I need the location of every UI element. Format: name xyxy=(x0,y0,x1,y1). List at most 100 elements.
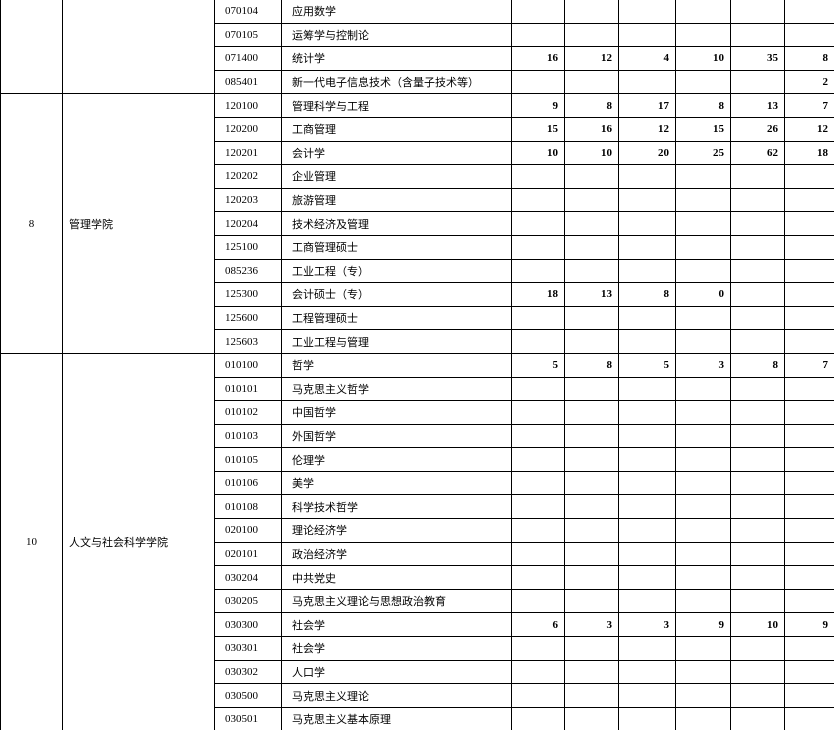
major-code: 020100 xyxy=(215,519,282,543)
major-code: 010100 xyxy=(215,353,282,377)
value-cell xyxy=(565,188,619,212)
value-cell xyxy=(565,330,619,354)
value-cell xyxy=(565,401,619,425)
value-cell xyxy=(512,637,565,661)
value-cell xyxy=(512,471,565,495)
value-cell xyxy=(512,542,565,566)
value-cell: 62 xyxy=(731,141,785,165)
value-cell xyxy=(619,70,676,94)
value-cell xyxy=(676,660,731,684)
value-cell xyxy=(785,542,834,566)
value-cell xyxy=(731,424,785,448)
major-code: 030302 xyxy=(215,660,282,684)
value-cell xyxy=(565,0,619,23)
value-cell xyxy=(785,212,834,236)
value-cell xyxy=(512,165,565,189)
value-cell xyxy=(676,684,731,708)
major-name: 企业管理 xyxy=(282,165,512,189)
dept-index: 8 xyxy=(1,94,63,354)
major-code: 085401 xyxy=(215,70,282,94)
value-cell xyxy=(731,637,785,661)
value-cell xyxy=(619,235,676,259)
value-cell xyxy=(731,401,785,425)
major-code: 030205 xyxy=(215,589,282,613)
value-cell: 26 xyxy=(731,117,785,141)
value-cell xyxy=(619,424,676,448)
value-cell xyxy=(565,70,619,94)
value-cell xyxy=(785,637,834,661)
value-cell: 3 xyxy=(619,613,676,637)
value-cell xyxy=(565,471,619,495)
value-cell xyxy=(619,542,676,566)
value-cell xyxy=(731,377,785,401)
value-cell xyxy=(512,330,565,354)
data-table: 070104应用数学070105运筹学与控制论071400统计学16124103… xyxy=(0,0,834,730)
value-cell xyxy=(619,589,676,613)
value-cell xyxy=(619,495,676,519)
value-cell xyxy=(676,448,731,472)
major-name: 技术经济及管理 xyxy=(282,212,512,236)
major-name: 运筹学与控制论 xyxy=(282,23,512,47)
value-cell xyxy=(619,401,676,425)
value-cell xyxy=(619,259,676,283)
value-cell: 20 xyxy=(619,141,676,165)
major-name: 中共党史 xyxy=(282,566,512,590)
value-cell xyxy=(565,495,619,519)
value-cell xyxy=(512,684,565,708)
value-cell xyxy=(785,306,834,330)
major-name: 外国哲学 xyxy=(282,424,512,448)
value-cell: 13 xyxy=(731,94,785,118)
major-name: 会计学 xyxy=(282,141,512,165)
value-cell xyxy=(785,519,834,543)
value-cell: 4 xyxy=(619,47,676,71)
value-cell: 5 xyxy=(512,353,565,377)
value-cell xyxy=(676,495,731,519)
value-cell xyxy=(731,23,785,47)
value-cell xyxy=(676,377,731,401)
value-cell xyxy=(785,165,834,189)
value-cell xyxy=(619,0,676,23)
value-cell xyxy=(676,235,731,259)
value-cell xyxy=(512,448,565,472)
value-cell xyxy=(619,377,676,401)
value-cell xyxy=(676,165,731,189)
value-cell xyxy=(512,70,565,94)
value-cell: 8 xyxy=(619,283,676,307)
major-name: 工程管理硕士 xyxy=(282,306,512,330)
major-name: 马克思主义理论与思想政治教育 xyxy=(282,589,512,613)
value-cell: 12 xyxy=(785,117,834,141)
table-row: 8管理学院120100管理科学与工程98178137 xyxy=(1,94,834,118)
major-name: 新一代电子信息技术（含量子技术等） xyxy=(282,70,512,94)
value-cell xyxy=(512,377,565,401)
major-code: 120204 xyxy=(215,212,282,236)
major-name: 马克思主义理论 xyxy=(282,684,512,708)
value-cell xyxy=(619,306,676,330)
value-cell: 10 xyxy=(676,47,731,71)
value-cell: 7 xyxy=(785,353,834,377)
value-cell xyxy=(785,330,834,354)
value-cell: 17 xyxy=(619,94,676,118)
major-code: 010105 xyxy=(215,448,282,472)
major-name: 理论经济学 xyxy=(282,519,512,543)
value-cell: 5 xyxy=(619,353,676,377)
value-cell xyxy=(512,212,565,236)
major-name: 会计硕士（专） xyxy=(282,283,512,307)
value-cell xyxy=(565,259,619,283)
value-cell: 10 xyxy=(512,141,565,165)
major-code: 010106 xyxy=(215,471,282,495)
major-code: 071400 xyxy=(215,47,282,71)
value-cell xyxy=(565,165,619,189)
major-name: 工商管理硕士 xyxy=(282,235,512,259)
value-cell xyxy=(785,589,834,613)
value-cell xyxy=(731,235,785,259)
value-cell: 9 xyxy=(785,613,834,637)
major-name: 哲学 xyxy=(282,353,512,377)
value-cell xyxy=(785,566,834,590)
value-cell xyxy=(785,235,834,259)
major-name: 中国哲学 xyxy=(282,401,512,425)
value-cell: 8 xyxy=(731,353,785,377)
value-cell: 8 xyxy=(565,94,619,118)
value-cell: 8 xyxy=(565,353,619,377)
value-cell xyxy=(676,212,731,236)
value-cell xyxy=(731,188,785,212)
